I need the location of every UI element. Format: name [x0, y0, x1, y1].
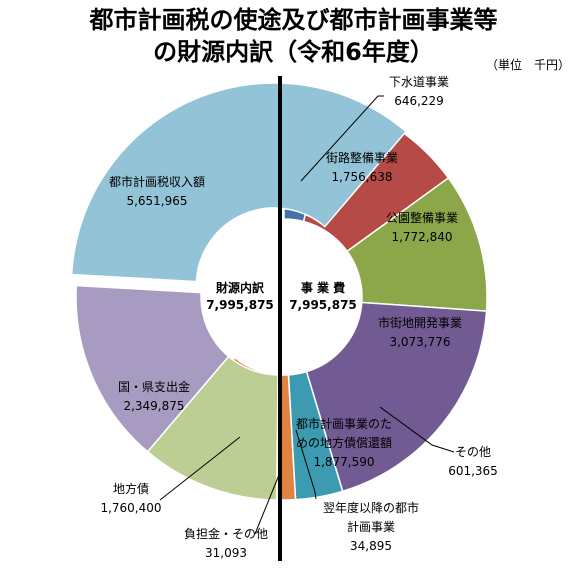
slice-expense-4 — [305, 301, 488, 493]
label-charges-other: 負担金・その他 31,093 — [184, 526, 268, 560]
label-park: 公園整備事業 1,772,840 — [386, 210, 458, 244]
leader-expense-other — [379, 406, 455, 453]
leader-lines — [159, 95, 455, 535]
leader-sewer — [300, 95, 384, 182]
chart-slices — [70, 82, 488, 501]
label-expense-other: その他 601,365 — [448, 445, 498, 478]
label-local-bond: 地方債 1,760,400 — [100, 481, 161, 515]
leader-next-year — [295, 429, 317, 500]
chart-title-line-2: の財源内訳（令和6年度） — [153, 38, 434, 66]
chart-title: 都市計画税の使途及び都市計画事業等 の財源内訳（令和6年度） — [0, 4, 587, 68]
chart-labels: 下水道事業 646,229 街路整備事業 1,756,638 公園整備事業 1,772,8… — [100, 75, 497, 560]
label-urban-dev: 市街地開発事業 3,073,776 — [378, 315, 462, 349]
label-sewer: 下水道事業 646,229 — [389, 75, 449, 108]
leader-local-bond — [159, 436, 241, 501]
center-label-sources: 財源内訳 7,995,875 — [206, 280, 274, 312]
label-street: 街路整備事業 1,756,638 — [326, 150, 398, 184]
chart-title-line-1: 都市計画税の使途及び都市計画事業等 — [89, 6, 498, 34]
label-subsidies: 国・県支出金 2,349,875 — [118, 379, 190, 413]
center-label-expenses: 事 業 費 7,995,875 — [289, 280, 357, 312]
slice-source-3 — [75, 284, 230, 453]
label-bond-repayment: 都市計画事業のための地方債償還額 1,877,590 — [296, 416, 392, 469]
leader-charges-other — [254, 469, 282, 535]
unit-label: （単位 千円） — [486, 58, 571, 72]
label-city-plan-tax: 都市計画税収入額 5,651,965 — [109, 174, 205, 208]
slice-source-4 — [70, 82, 408, 283]
label-next-year: 翌年度以降の都市計画事業 34,895 — [323, 500, 419, 553]
